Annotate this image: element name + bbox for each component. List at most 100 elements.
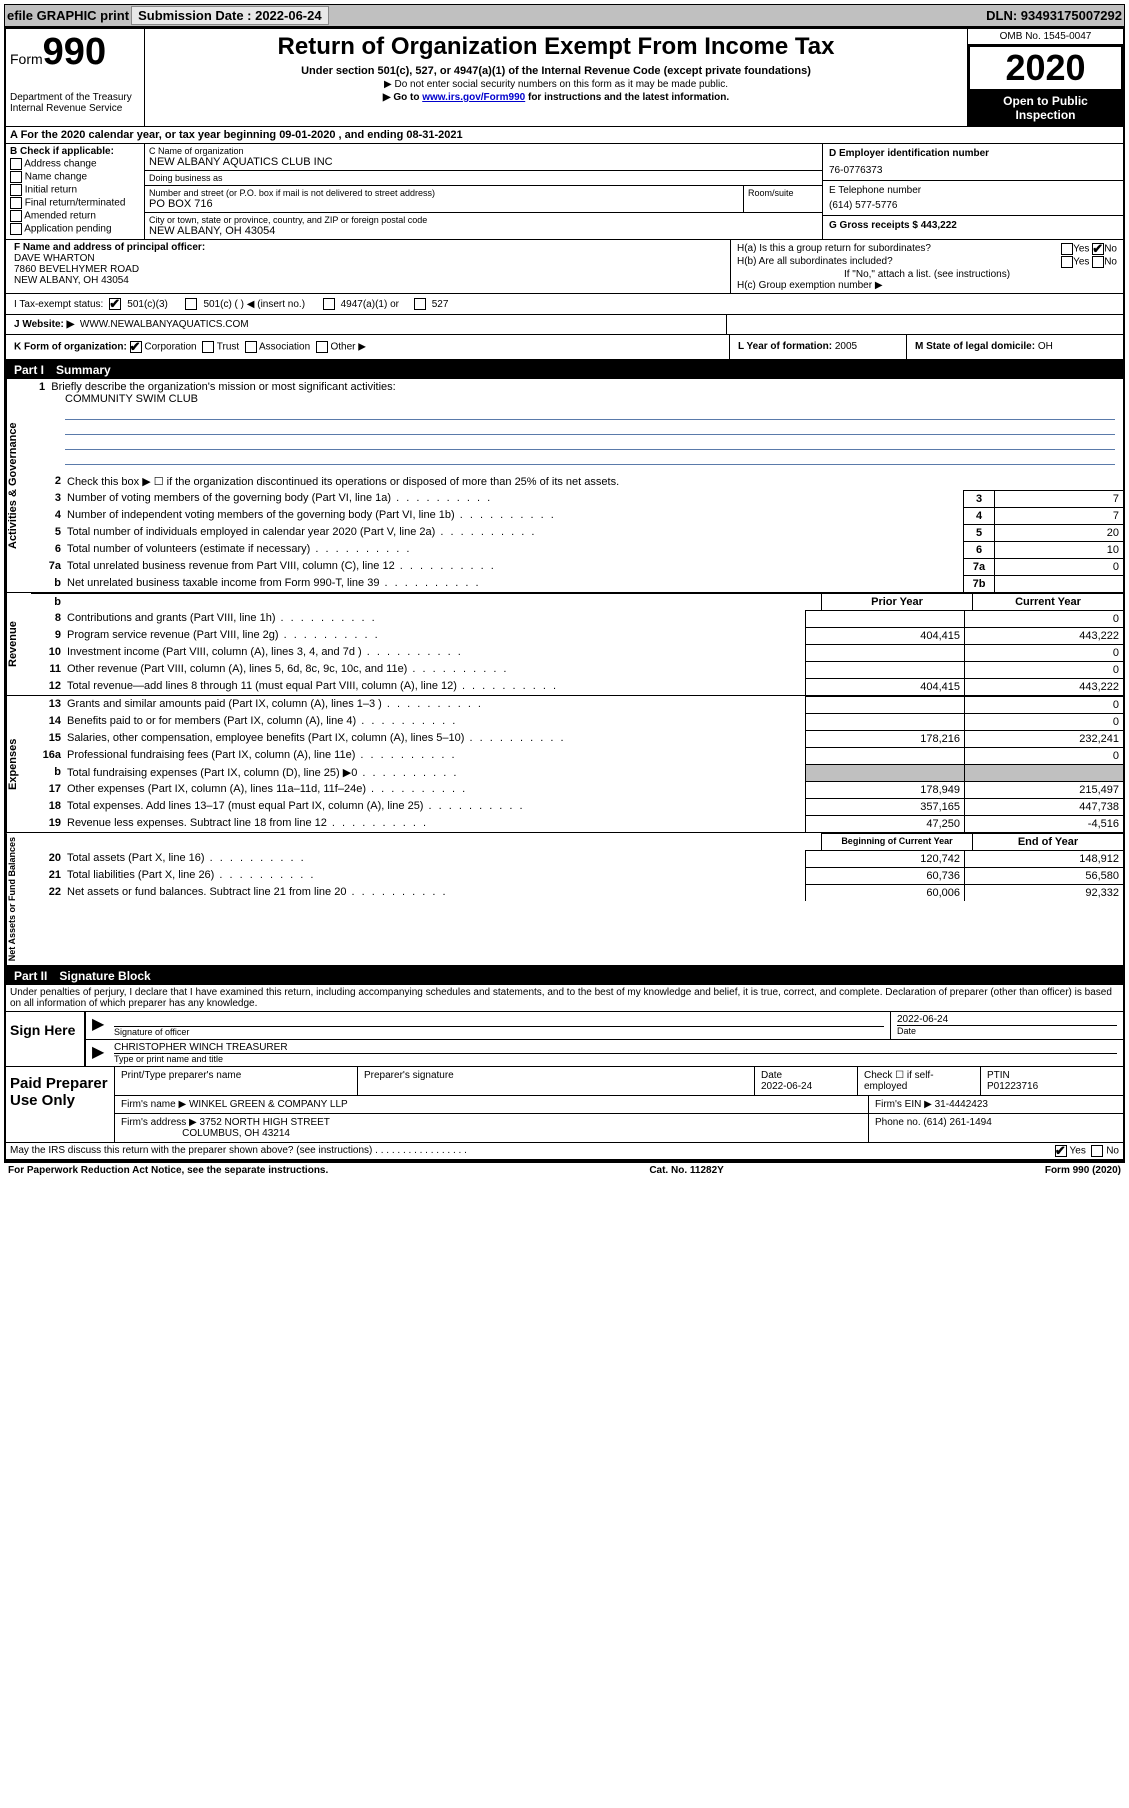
line-a-tax-year: A For the 2020 calendar year, or tax yea…: [6, 127, 1123, 144]
line-desc: Net unrelated business taxable income fr…: [65, 575, 963, 592]
line-desc: Total expenses. Add lines 13–17 (must eq…: [65, 798, 805, 815]
revenue-side-label: Revenue: [6, 593, 31, 695]
expenses-side-label: Expenses: [6, 696, 31, 832]
dba-label: Doing business as: [149, 173, 818, 183]
opt-501c: 501(c) ( ) ◀ (insert no.): [203, 299, 305, 310]
box-m: M State of legal domicile: OH: [907, 335, 1123, 359]
discuss-yes: Yes: [1070, 1146, 1086, 1157]
line-desc: Total number of individuals employed in …: [65, 524, 963, 541]
line-box-val: 10: [994, 541, 1123, 558]
h-b-note: If "No," attach a list. (see instruction…: [737, 269, 1117, 280]
mission-text: COMMUNITY SWIM CLUB: [65, 393, 1115, 405]
line-13: 13Grants and similar amounts paid (Part …: [31, 696, 1123, 713]
line-box-val: 7: [994, 507, 1123, 524]
firm-phone: (614) 261-1494: [923, 1117, 991, 1128]
footer-right: Form 990 (2020): [1045, 1165, 1121, 1176]
mission-underline: [65, 435, 1115, 450]
sig-date-label: Date: [897, 1025, 1117, 1036]
irs-link[interactable]: www.irs.gov/Form990: [422, 92, 525, 103]
box-b-label: B Check if applicable:: [10, 146, 114, 157]
part-2-title: Signature Block: [59, 969, 150, 983]
arrow-icon: ▶: [86, 1040, 108, 1066]
chk-4947[interactable]: [323, 298, 335, 310]
prior-year-val: 60,736: [805, 867, 964, 884]
current-year-val: -4,516: [964, 815, 1123, 832]
firm-name-row: Firm's name ▶ WINKEL GREEN & COMPANY LLP…: [115, 1096, 1123, 1114]
part-2-label: Part II: [14, 969, 47, 983]
name-title-line: ▶ CHRISTOPHER WINCH TREASURER Type or pr…: [86, 1040, 1123, 1066]
chk-501c[interactable]: [185, 298, 197, 310]
line-box-val: 7: [994, 490, 1123, 507]
street-cell: Number and street (or P.O. box if mail i…: [145, 186, 822, 213]
line-7a: 7aTotal unrelated business revenue from …: [31, 558, 1123, 575]
discuss-no-chk[interactable]: [1091, 1145, 1103, 1157]
line-2: 2Check this box ▶ ☐ if the organization …: [31, 467, 1123, 490]
discuss-no: No: [1106, 1146, 1119, 1157]
discuss-yes-chk[interactable]: [1055, 1145, 1067, 1157]
form-990-number: 990: [43, 31, 106, 73]
org-name-label: C Name of organization: [149, 146, 818, 156]
chk-amended-return[interactable]: Amended return: [10, 210, 140, 222]
chk-527[interactable]: [414, 298, 426, 310]
chk-trust[interactable]: [202, 341, 214, 353]
street-value: PO BOX 716: [149, 198, 739, 210]
gross-receipts-cell: G Gross receipts $ 443,222: [823, 216, 1123, 235]
dba-cell: Doing business as: [145, 171, 822, 186]
preparer-sig-header: Preparer's signature: [358, 1067, 755, 1095]
phone-cell: E Telephone number (614) 577-5776: [823, 181, 1123, 216]
line-desc: Total liabilities (Part X, line 26): [65, 867, 805, 884]
line-desc: Benefits paid to or for members (Part IX…: [65, 713, 805, 730]
line-desc: Total revenue—add lines 8 through 11 (mu…: [65, 678, 805, 695]
ein-value: 76-0776373: [829, 165, 1117, 176]
chk-501c3[interactable]: [109, 298, 121, 310]
chk-final-return[interactable]: Final return/terminated: [10, 197, 140, 209]
box-h: H(a) Is this a group return for subordin…: [731, 240, 1123, 293]
line-19: 19Revenue less expenses. Subtract line 1…: [31, 815, 1123, 832]
revenue-header-row: b Prior Year Current Year: [31, 593, 1123, 610]
chk-name-change[interactable]: Name change: [10, 171, 140, 183]
website-value: WWW.NEWALBANYAQUATICS.COM: [80, 319, 249, 330]
city-label: City or town, state or province, country…: [149, 215, 818, 225]
chk-association[interactable]: [245, 341, 257, 353]
officer-name-title: CHRISTOPHER WINCH TREASURER: [114, 1042, 1117, 1053]
line-8: 8Contributions and grants (Part VIII, li…: [31, 610, 1123, 627]
line-desc: Program service revenue (Part VIII, line…: [65, 627, 805, 644]
ein-cell: D Employer identification number 76-0776…: [823, 144, 1123, 181]
chk-application-pending[interactable]: Application pending: [10, 223, 140, 235]
chk-address-change[interactable]: Address change: [10, 158, 140, 170]
prior-year-val: 47,250: [805, 815, 964, 832]
line-6: 6Total number of volunteers (estimate if…: [31, 541, 1123, 558]
line-box-num: 5: [963, 524, 994, 541]
chk-initial-return[interactable]: Initial return: [10, 184, 140, 196]
chk-application-pending-label: Application pending: [24, 224, 111, 235]
footer: For Paperwork Reduction Act Notice, see …: [4, 1161, 1125, 1178]
box-j: J Website: ▶ WWW.NEWALBANYAQUATICS.COM: [6, 315, 727, 334]
chk-other[interactable]: [316, 341, 328, 353]
line-5: 5Total number of individuals employed in…: [31, 524, 1123, 541]
netassets-section: Net Assets or Fund Balances Beginning of…: [6, 833, 1123, 967]
chk-corporation[interactable]: [130, 341, 142, 353]
officer-street: 7860 BEVELHYMER ROAD: [14, 264, 722, 275]
sign-here-row: Sign Here ▶ Signature of officer 2022-06…: [6, 1011, 1123, 1066]
opt-association: Association: [259, 342, 310, 353]
h-a-no: No: [1104, 244, 1117, 255]
box-f: F Name and address of principal officer:…: [6, 240, 731, 293]
section-fh: F Name and address of principal officer:…: [6, 240, 1123, 294]
box-c: C Name of organization NEW ALBANY AQUATI…: [145, 144, 822, 239]
current-year-val: 92,332: [964, 884, 1123, 901]
state-domicile-value: OH: [1038, 341, 1053, 352]
chk-address-change-label: Address change: [24, 159, 96, 170]
year-formation-label: L Year of formation:: [738, 341, 832, 352]
opt-501c3: 501(c)(3): [127, 299, 168, 310]
form-header: Form990 Department of the Treasury Inter…: [6, 29, 1123, 127]
header-center: Return of Organization Exempt From Incom…: [145, 29, 967, 126]
beginning-year-header: Beginning of Current Year: [821, 833, 972, 850]
current-year-val: 0: [964, 696, 1123, 713]
signature-line: ▶ Signature of officer 2022-06-24 Date: [86, 1012, 1123, 1040]
submission-date-button[interactable]: Submission Date : 2022-06-24: [131, 6, 329, 25]
current-year-val: 443,222: [964, 678, 1123, 695]
line-desc: Total fundraising expenses (Part IX, col…: [65, 764, 805, 781]
line-desc: Net assets or fund balances. Subtract li…: [65, 884, 805, 901]
preparer-header-row: Print/Type preparer's name Preparer's si…: [115, 1067, 1123, 1096]
line-2-desc: Check this box ▶ ☐ if the organization d…: [65, 473, 1123, 490]
